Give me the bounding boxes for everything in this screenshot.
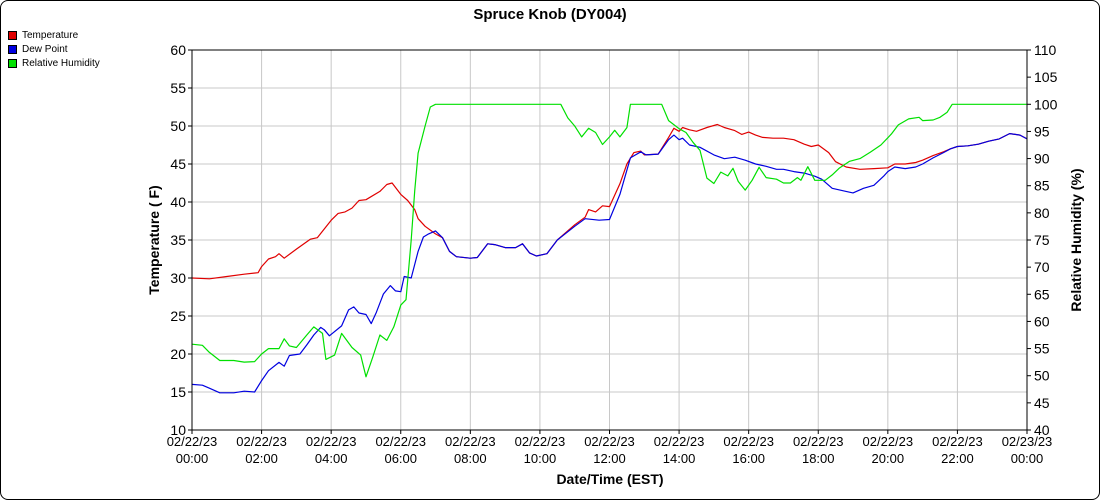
x-tick-time-label: 14:00: [663, 451, 696, 466]
legend-item-dew-point: Dew Point: [8, 42, 100, 56]
right-tick-label: 55: [1034, 341, 1050, 357]
legend-swatch-temperature: [8, 30, 17, 40]
legend-label-dew-point: Dew Point: [22, 43, 68, 55]
series-line-relative-humidity: [191, 103, 1027, 378]
left-tick-label: 25: [170, 308, 186, 324]
x-tick-time-label: 06:00: [384, 451, 417, 466]
y-axis-left-label: Temperature ( F): [146, 185, 162, 294]
x-tick-time-label: 10:00: [524, 451, 557, 466]
axes: 10 15 20 25 30 35 40 45 50 55 60 40 45 50 55 60 65 70 75 80…: [167, 42, 1058, 466]
left-tick-label: 55: [170, 80, 186, 96]
right-tick-label: 70: [1034, 259, 1050, 275]
right-tick-label: 110: [1034, 42, 1057, 58]
legend-swatch-dew-point: [8, 44, 17, 54]
x-tick-date-label: 02/22/23: [584, 434, 635, 449]
x-tick-time-label: 00:00: [1011, 451, 1044, 466]
series-line-dew-point: [191, 133, 1028, 394]
left-tick-label: 35: [170, 232, 186, 248]
right-tick-label: 90: [1034, 151, 1050, 167]
x-tick-date-label: 02/22/23: [375, 434, 426, 449]
x-tick-date-label: 02/22/23: [236, 434, 287, 449]
left-tick-label: 10: [170, 422, 186, 438]
legend-item-relative-humidity: Relative Humidity: [8, 56, 100, 70]
x-tick-date-label: 02/22/23: [515, 434, 566, 449]
legend-label-temperature: Temperature: [22, 29, 79, 41]
x-tick-date-label: 02/22/23: [654, 434, 705, 449]
x-tick-date-label: 02/22/23: [167, 434, 218, 449]
right-tick-label: 65: [1034, 286, 1050, 302]
x-tick-date-label: 02/22/23: [723, 434, 774, 449]
right-tick-label: 50: [1034, 368, 1050, 384]
x-tick-date-label: 02/23/23: [1002, 434, 1053, 449]
x-tick-time-label: 12:00: [593, 451, 626, 466]
right-tick-label: 100: [1034, 96, 1058, 112]
x-tick-date-label: 02/22/23: [793, 434, 844, 449]
legend: Temperature Dew Point Relative Humidity: [8, 28, 100, 70]
x-tick-time-label: 22:00: [941, 451, 974, 466]
series-line-temperature: [191, 123, 1028, 280]
x-tick-time-label: 18:00: [802, 451, 835, 466]
x-tick-time-label: 08:00: [454, 451, 487, 466]
x-tick-time-label: 16:00: [732, 451, 765, 466]
right-tick-label: 40: [1034, 422, 1050, 438]
right-tick-label: 80: [1034, 205, 1050, 221]
right-tick-label: 85: [1034, 178, 1050, 194]
x-tick-time-label: 20:00: [872, 451, 905, 466]
right-tick-label: 45: [1034, 395, 1050, 411]
left-tick-label: 20: [170, 346, 186, 362]
legend-label-relative-humidity: Relative Humidity: [22, 57, 100, 69]
x-tick-date-label: 02/22/23: [932, 434, 983, 449]
left-tick-label: 60: [170, 42, 186, 58]
grid: [191, 49, 1028, 431]
x-tick-time-label: 00:00: [176, 451, 209, 466]
legend-item-temperature: Temperature: [8, 28, 100, 42]
right-tick-label: 75: [1034, 232, 1050, 248]
left-tick-label: 40: [170, 194, 186, 210]
right-tick-label: 105: [1034, 69, 1058, 85]
left-tick-label: 50: [170, 118, 186, 134]
x-tick-time-label: 02:00: [245, 451, 278, 466]
left-tick-label: 30: [170, 270, 186, 286]
x-tick-date-label: 02/22/23: [863, 434, 914, 449]
y-axis-right-label: Relative Humidity (%): [1068, 168, 1084, 311]
x-axis-label: Date/Time (EST): [556, 471, 663, 487]
chart-title: Spruce Knob (DY004): [473, 6, 626, 23]
legend-swatch-relative-humidity: [8, 58, 17, 68]
x-tick-date-label: 02/22/23: [306, 434, 357, 449]
x-tick-time-label: 04:00: [315, 451, 348, 466]
right-tick-label: 60: [1034, 313, 1050, 329]
right-tick-label: 95: [1034, 123, 1050, 139]
left-tick-label: 15: [170, 384, 186, 400]
x-tick-date-label: 02/22/23: [445, 434, 496, 449]
series-lines: [191, 103, 1028, 394]
left-tick-label: 45: [170, 156, 186, 172]
